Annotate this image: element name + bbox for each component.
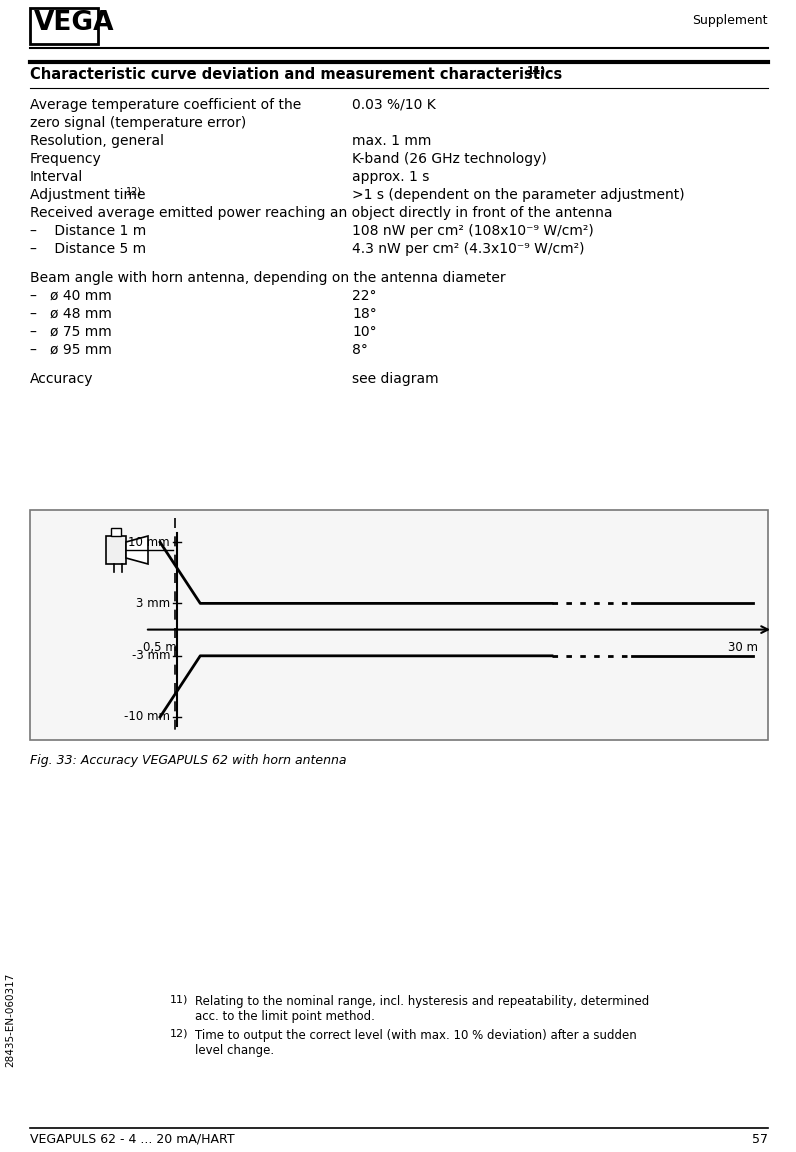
Text: 18°: 18° — [352, 306, 377, 320]
Text: 0,5 m: 0,5 m — [143, 641, 177, 653]
Text: VEGAPULS 62 - 4 ... 20 mA/HART: VEGAPULS 62 - 4 ... 20 mA/HART — [30, 1134, 235, 1146]
Text: see diagram: see diagram — [352, 372, 439, 386]
Text: 4.3 nW per cm² (4.3x10⁻⁹ W/cm²): 4.3 nW per cm² (4.3x10⁻⁹ W/cm²) — [352, 242, 584, 256]
Text: Interval: Interval — [30, 170, 84, 184]
Text: Adjustment time: Adjustment time — [30, 188, 146, 202]
Text: 30 m: 30 m — [728, 641, 758, 653]
Text: 12): 12) — [126, 185, 142, 196]
Polygon shape — [126, 536, 148, 564]
Text: –   ø 95 mm: – ø 95 mm — [30, 343, 112, 357]
Text: 22°: 22° — [352, 289, 377, 303]
Text: 10 mm: 10 mm — [128, 536, 170, 548]
Text: Received average emitted power reaching an object directly in front of the anten: Received average emitted power reaching … — [30, 206, 612, 220]
Text: Supplement: Supplement — [693, 14, 768, 26]
Text: -3 mm: -3 mm — [131, 650, 170, 662]
Text: –    Distance 1 m: – Distance 1 m — [30, 223, 146, 238]
Text: 12): 12) — [170, 1029, 189, 1039]
Text: 8°: 8° — [352, 343, 368, 357]
Text: 3 mm: 3 mm — [136, 597, 170, 609]
Text: –   ø 75 mm: – ø 75 mm — [30, 325, 111, 339]
Text: Characteristic curve deviation and measurement characteristics: Characteristic curve deviation and measu… — [30, 67, 562, 82]
Text: 11): 11) — [170, 995, 189, 1005]
Text: 28435-EN-060317: 28435-EN-060317 — [5, 972, 15, 1067]
Text: max. 1 mm: max. 1 mm — [352, 134, 431, 147]
Bar — [30, 510, 768, 740]
Text: >1 s (dependent on the parameter adjustment): >1 s (dependent on the parameter adjustm… — [352, 188, 685, 202]
Text: Time to output the correct level (with max. 10 % deviation) after a sudden
level: Time to output the correct level (with m… — [195, 1029, 637, 1058]
Text: Frequency: Frequency — [30, 152, 102, 166]
Text: zero signal (temperature error): zero signal (temperature error) — [30, 116, 246, 130]
Bar — [111, 528, 121, 536]
Text: –   ø 40 mm: – ø 40 mm — [30, 289, 111, 303]
Text: Fig. 33: Accuracy VEGAPULS 62 with horn antenna: Fig. 33: Accuracy VEGAPULS 62 with horn … — [30, 755, 346, 767]
Text: approx. 1 s: approx. 1 s — [352, 170, 429, 184]
Text: 108 nW per cm² (108x10⁻⁹ W/cm²): 108 nW per cm² (108x10⁻⁹ W/cm²) — [352, 223, 594, 238]
Text: 0.03 %/10 K: 0.03 %/10 K — [352, 98, 435, 112]
Text: VEGA: VEGA — [34, 10, 115, 36]
Text: Accuracy: Accuracy — [30, 372, 93, 386]
Text: Beam angle with horn antenna, depending on the antenna diameter: Beam angle with horn antenna, depending … — [30, 271, 505, 285]
Bar — [106, 536, 126, 564]
Text: –   ø 48 mm: – ø 48 mm — [30, 306, 112, 320]
Text: Average temperature coefficient of the: Average temperature coefficient of the — [30, 98, 301, 112]
Text: 11): 11) — [527, 66, 546, 76]
Text: -10 mm: -10 mm — [124, 711, 170, 723]
Text: –    Distance 5 m: – Distance 5 m — [30, 242, 146, 256]
Text: 10°: 10° — [352, 325, 377, 339]
Text: Relating to the nominal range, incl. hysteresis and repeatability, determined
ac: Relating to the nominal range, incl. hys… — [195, 995, 650, 1023]
Text: K-band (26 GHz technology): K-band (26 GHz technology) — [352, 152, 547, 166]
FancyBboxPatch shape — [30, 8, 98, 44]
Text: Resolution, general: Resolution, general — [30, 134, 164, 147]
Text: 57: 57 — [752, 1134, 768, 1146]
